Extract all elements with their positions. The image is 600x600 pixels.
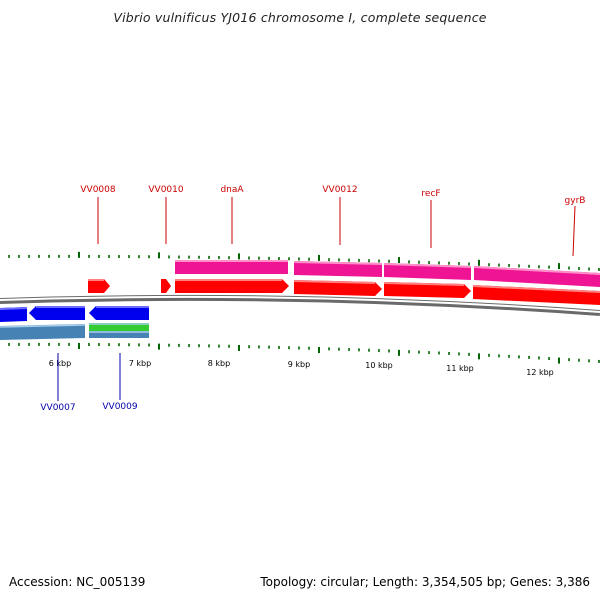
gene-track-highlight: [175, 260, 600, 275]
cds-arrow-vv0010[interactable]: [161, 279, 171, 293]
scale-label-6kbp: 6 kbp: [49, 359, 71, 368]
reverse-gene-labels: VV0007 VV0009: [40, 353, 138, 413]
gene-label-recf[interactable]: recF: [421, 189, 440, 199]
forward-gene-track: [175, 260, 600, 287]
upper-tick-row: [8, 251, 600, 271]
lower-tick-row: [8, 342, 600, 364]
accession-number: Accession: NC_005139: [9, 575, 146, 589]
rna-feature[interactable]: [89, 323, 149, 331]
map-title: Vibrio vulnificus YJ016 chromosome I, co…: [113, 10, 487, 25]
cds-arrow-reverse[interactable]: [0, 307, 27, 322]
scale-labels: 6 kbp 7 kbp 8 kbp 9 kbp 10 kbp 11 kbp 12…: [49, 359, 554, 377]
gene-feature[interactable]: [175, 260, 288, 274]
scale-label-12kbp: 12 kbp: [526, 368, 554, 377]
gene-label-vv0009[interactable]: VV0009: [102, 402, 137, 412]
reverse-gene-track: [0, 323, 149, 340]
gene-feature[interactable]: [0, 324, 85, 340]
reverse-cds-highlight: [0, 306, 149, 310]
forward-cds-track: [88, 279, 600, 305]
chromosome-backbone-outer: [0, 294, 600, 316]
gene-label-dnaa[interactable]: dnaA: [220, 185, 244, 195]
gene-label-vv0008[interactable]: VV0008: [80, 185, 115, 195]
cds-track-highlight: [88, 279, 600, 293]
chromosome-backbone-inner: [0, 295, 600, 313]
scale-label-10kbp: 10 kbp: [365, 361, 393, 370]
cds-arrow-recf[interactable]: [384, 282, 471, 298]
leader-line: [572, 205, 576, 257]
gene-feature[interactable]: [474, 266, 600, 287]
scale-label-8kbp: 8 kbp: [208, 359, 230, 368]
gene-label-vv0007[interactable]: VV0007: [40, 403, 75, 413]
cds-arrow-vv0012[interactable]: [294, 280, 382, 296]
gene-label-vv0010[interactable]: VV0010: [148, 185, 183, 195]
cds-arrow-dnaa[interactable]: [175, 279, 289, 293]
reverse-gene-highlight: [0, 323, 149, 333]
gene-label-vv0012[interactable]: VV0012: [322, 185, 357, 195]
gene-feature[interactable]: [294, 261, 382, 277]
cds-arrow-vv0008[interactable]: [88, 279, 110, 293]
forward-gene-labels: VV0008 VV0010 dnaA VV0012 recF gyrB: [80, 185, 586, 257]
reverse-cds-track: [0, 306, 149, 322]
scale-label-11kbp: 11 kbp: [446, 364, 474, 373]
sequence-stats: Topology: circular; Length: 3,354,505 bp…: [260, 575, 590, 589]
scale-label-9kbp: 9 kbp: [288, 360, 310, 369]
scale-label-7kbp: 7 kbp: [129, 359, 151, 368]
gene-label-gyrb[interactable]: gyrB: [565, 196, 586, 206]
cds-arrow-vv0009[interactable]: [89, 306, 149, 320]
cds-arrow-vv0007[interactable]: [29, 306, 85, 320]
